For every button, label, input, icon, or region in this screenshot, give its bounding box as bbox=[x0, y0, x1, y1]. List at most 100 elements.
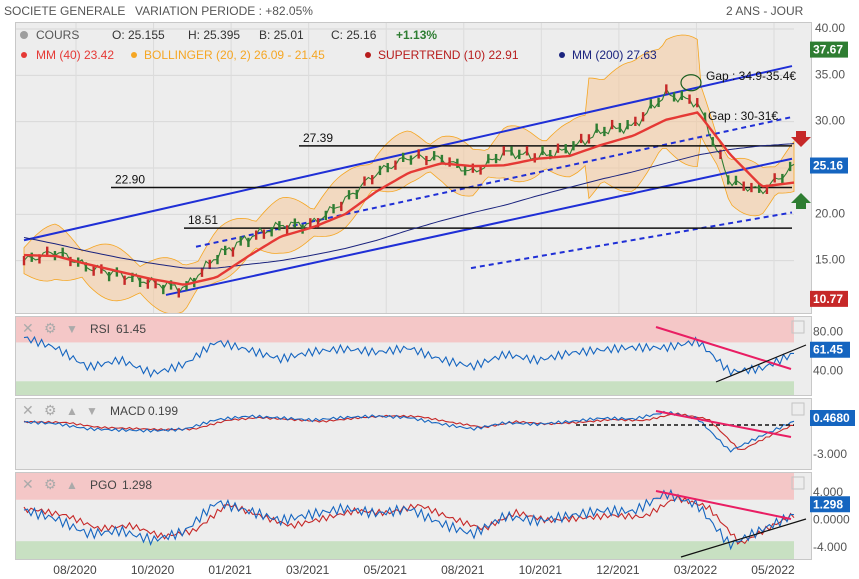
x-tick-label: 08/2021 bbox=[441, 563, 485, 577]
arrow-up-icon: ▲ bbox=[66, 404, 78, 418]
price-chart: 27.39 22.90 18.51 Gap : 34.9-35.4€ Gap : 30-… bbox=[16, 23, 811, 313]
pgo-chart: ✕ ⚙ ▲ PGO 1.298 bbox=[16, 473, 807, 559]
rsi-panel: ✕ ⚙ ▼ RSI 61.45 bbox=[15, 316, 812, 396]
price-candle bbox=[332, 204, 335, 214]
price-candle bbox=[494, 153, 498, 164]
price-candle bbox=[363, 176, 366, 186]
legend-bollinger: BOLLINGER (20, 2) 26.09 - 21.45 bbox=[144, 48, 325, 62]
price-candle bbox=[324, 210, 328, 221]
down-arrow-icon bbox=[791, 131, 811, 147]
price-badge-label: 37.67 bbox=[813, 43, 843, 57]
support-trendline bbox=[680, 518, 807, 558]
pgo-tick-label: 0.0000 bbox=[813, 512, 850, 526]
price-candle bbox=[657, 97, 660, 108]
price-candle bbox=[533, 153, 536, 163]
macd-panel: ✕ ⚙ ▲ ▼ MACD 0.199 bbox=[15, 398, 812, 470]
price-candle bbox=[347, 190, 351, 200]
price-candle bbox=[440, 154, 444, 165]
price-candle bbox=[502, 146, 505, 156]
price-candle bbox=[610, 119, 614, 130]
price-candle bbox=[409, 155, 413, 165]
arrow-down-icon: ▼ bbox=[66, 322, 78, 336]
price-candle bbox=[38, 254, 41, 264]
price-candle bbox=[765, 184, 769, 194]
price-candle bbox=[146, 279, 150, 289]
price-badge bbox=[810, 290, 848, 307]
close-icon: ✕ bbox=[22, 402, 34, 418]
legend-high: H: 25.395 bbox=[188, 28, 240, 42]
x-tick-label: 03/2022 bbox=[674, 563, 718, 577]
legend-low: B: 25.01 bbox=[259, 28, 304, 42]
macd-signal-line bbox=[23, 412, 795, 451]
price-candle bbox=[688, 94, 691, 104]
price-candle bbox=[556, 143, 560, 153]
price-candle bbox=[378, 165, 382, 176]
price-candle bbox=[46, 246, 49, 256]
mm40-line bbox=[23, 111, 795, 286]
price-candle bbox=[773, 173, 776, 183]
price-candle bbox=[487, 154, 490, 164]
price-candle bbox=[618, 123, 622, 133]
macd-badge-label: 0.4680 bbox=[813, 411, 850, 425]
resistance-trendline bbox=[655, 490, 792, 520]
price-candle bbox=[711, 137, 714, 147]
price-candle bbox=[634, 116, 637, 126]
price-candle bbox=[239, 236, 242, 246]
price-candle bbox=[200, 267, 204, 277]
price-candle bbox=[270, 227, 273, 237]
resistance-trendline bbox=[655, 326, 792, 370]
trend-line-lower bbox=[165, 157, 793, 296]
price-candle bbox=[278, 221, 281, 231]
rsi-line bbox=[23, 335, 794, 379]
rsi-value: 61.45 bbox=[116, 322, 146, 336]
price-candle bbox=[208, 259, 211, 270]
price-candle bbox=[479, 165, 482, 175]
macd-badge bbox=[810, 410, 855, 426]
pgo-tick-label: -4.000 bbox=[813, 540, 847, 554]
close-icon: ✕ bbox=[22, 320, 34, 336]
price-candle bbox=[154, 279, 157, 289]
rsi-tick-label: 60.00 bbox=[813, 344, 843, 358]
x-tick-label: 12/2021 bbox=[596, 563, 640, 577]
x-tick-label: 03/2021 bbox=[286, 563, 330, 577]
legend-cours: COURS bbox=[36, 28, 79, 42]
pgo-tick-label: 4.000 bbox=[813, 485, 843, 499]
price-candle bbox=[641, 112, 645, 122]
mm200-line bbox=[23, 143, 795, 269]
price-candle bbox=[107, 271, 111, 282]
price-candle bbox=[177, 288, 180, 298]
price-candle bbox=[734, 175, 738, 186]
macd-value: 0.199 bbox=[148, 404, 178, 418]
price-candle bbox=[564, 144, 567, 154]
gear-icon: ⚙ bbox=[44, 476, 57, 492]
resistance-trendline bbox=[655, 410, 792, 438]
legend-close: C: 25.16 bbox=[331, 28, 377, 42]
price-candle bbox=[185, 281, 188, 291]
mm40-marker-icon bbox=[21, 52, 27, 58]
price-candle bbox=[100, 264, 103, 274]
panel-checkbox bbox=[791, 476, 805, 490]
arrow-down-icon: ▼ bbox=[86, 404, 98, 418]
price-candle bbox=[231, 247, 235, 257]
price-candle bbox=[587, 134, 591, 144]
price-candle bbox=[757, 183, 761, 193]
price-candle bbox=[355, 189, 358, 199]
pgo-signal-line bbox=[23, 494, 795, 545]
price-candle bbox=[293, 218, 297, 228]
x-tick-label: 10/2020 bbox=[131, 563, 175, 577]
rsi-tick-label: 80.00 bbox=[813, 325, 843, 339]
price-candle bbox=[518, 149, 521, 159]
price-panel: 27.39 22.90 18.51 Gap : 34.9-35.4€ Gap : 30-… bbox=[15, 22, 812, 314]
x-tick-label: 05/2021 bbox=[364, 563, 408, 577]
supertrend-marker-icon bbox=[365, 52, 371, 58]
price-candle bbox=[432, 151, 436, 161]
macd-tick-label: -3.000 bbox=[813, 447, 847, 461]
legend-supertrend: SUPERTREND (10) 22.91 bbox=[378, 48, 519, 62]
period-selector[interactable]: 2 ANS - JOUR bbox=[726, 4, 804, 18]
price-candle bbox=[665, 84, 668, 94]
price-candle bbox=[603, 126, 606, 137]
pgo-badge bbox=[810, 496, 850, 513]
price-candle bbox=[371, 175, 374, 185]
price-candle bbox=[123, 275, 126, 285]
price-candle bbox=[386, 162, 389, 173]
